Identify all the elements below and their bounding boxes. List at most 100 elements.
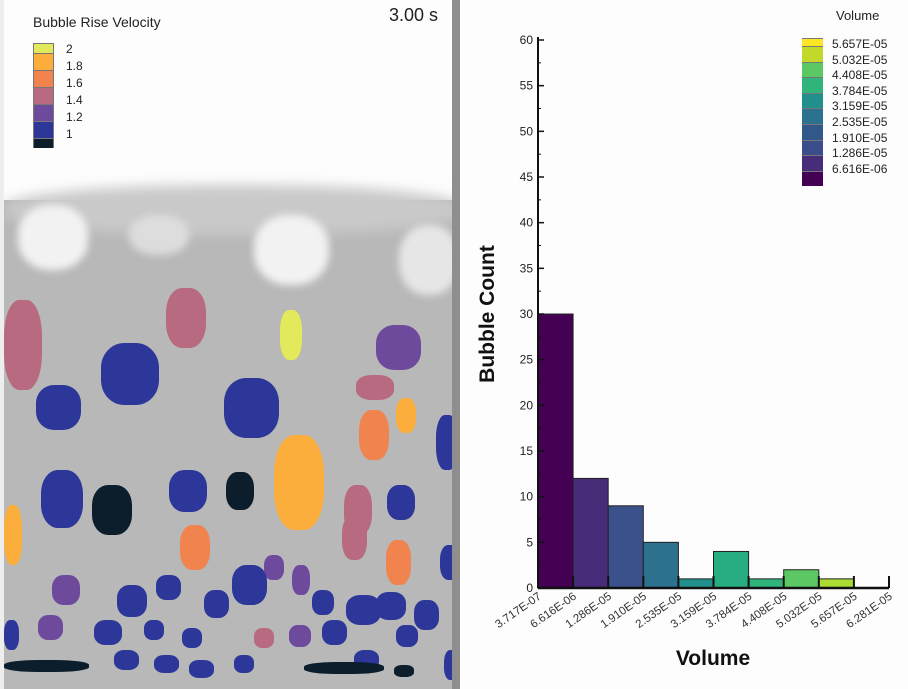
legend-label: 5.657E-05: [832, 37, 888, 51]
bubble: [234, 655, 254, 673]
legend-swatch: [33, 138, 54, 148]
bubble: [396, 625, 418, 647]
bubble: [180, 525, 210, 570]
foam-bubble: [129, 215, 189, 255]
simulation-view: Bubble Rise Velocity 3.00 s 2 1.8 1.6 1.4 1.…: [0, 0, 452, 689]
legend-swatch: [802, 46, 823, 62]
bubble: [226, 472, 254, 510]
foam-bubble: [18, 205, 88, 270]
bubble: [4, 505, 22, 565]
y-tick-label: 0: [526, 581, 533, 595]
bubble: [436, 415, 452, 470]
legend-swatch: [33, 104, 54, 121]
bubble: [376, 592, 406, 620]
foam-bubble: [254, 215, 329, 285]
bubble: [4, 620, 19, 650]
bubble: [346, 595, 381, 625]
bubble: [264, 555, 284, 580]
legend-swatch: [802, 61, 823, 78]
velocity-legend: 2 1.8 1.6 1.4 1.2 1: [33, 42, 83, 148]
bubble: [36, 385, 81, 430]
x-axis-title: Volume: [676, 647, 750, 670]
y-tick-label: 20: [520, 398, 534, 412]
bubble: [232, 565, 267, 605]
histogram-bar: [748, 578, 785, 589]
bubble: [322, 620, 347, 645]
bubble: [144, 620, 164, 640]
legend-title: Bubble Rise Velocity: [33, 14, 161, 30]
volume-legend-title: Volume: [836, 8, 880, 23]
legend-label: 2.535E-05: [832, 115, 888, 129]
histogram-bar: [572, 477, 609, 589]
legend-label: 2: [66, 42, 73, 56]
legend-label: 1.4: [66, 93, 83, 107]
legend-label: 4.408E-05: [832, 68, 888, 83]
legend-label: 3.159E-05: [832, 99, 888, 114]
histogram-bar: [607, 505, 644, 589]
bubble: [169, 470, 207, 512]
panel-divider: [452, 0, 460, 689]
bubble: [114, 650, 139, 670]
bubble: [280, 310, 302, 360]
legend-label: 1.6: [66, 76, 83, 90]
bubble: [94, 620, 122, 645]
legend-swatch: [802, 170, 823, 187]
legend-label: 1.910E-05: [832, 130, 888, 145]
bubble: [92, 485, 132, 535]
legend-label: 5.032E-05: [832, 52, 888, 67]
legend-label: 1.286E-05: [832, 146, 888, 161]
y-tick-label: 40: [520, 216, 534, 230]
legend-label: 6.616E-06: [832, 161, 888, 176]
bubble: [156, 575, 181, 600]
legend-swatch: [802, 139, 823, 156]
bubble: [101, 343, 159, 405]
legend-label: 3.784E-05: [832, 83, 888, 98]
bubble: [414, 600, 439, 630]
legend-swatch: [802, 155, 823, 171]
bubble: [182, 628, 202, 648]
bubble: [289, 625, 311, 647]
bubble: [304, 662, 384, 674]
bubble: [254, 628, 274, 648]
y-tick-label: 50: [520, 124, 534, 138]
bubble: [444, 650, 452, 680]
y-tick-label: 55: [520, 79, 534, 93]
histogram-bar: [783, 569, 820, 589]
y-tick-label: 25: [520, 353, 534, 367]
bubble: [4, 300, 42, 390]
bubble: [440, 545, 452, 580]
legend-swatch: [33, 70, 54, 87]
legend-swatch: [802, 92, 823, 109]
foam-bubble: [399, 225, 452, 295]
legend-swatch: [33, 121, 54, 138]
legend-swatch: [33, 87, 54, 104]
legend-label: 1.2: [66, 110, 83, 124]
bubble: [342, 515, 367, 560]
y-tick-label: 60: [520, 33, 534, 47]
histogram-bar: [677, 578, 715, 589]
bubble: [154, 655, 179, 673]
bubble: [396, 398, 416, 433]
y-tick-label: 15: [520, 444, 534, 458]
bubble: [224, 378, 279, 438]
y-axis-title: Bubble Count: [476, 245, 499, 383]
bubble: [394, 665, 414, 677]
bubble: [4, 660, 89, 672]
bubble: [41, 470, 83, 528]
histogram-bar: [642, 541, 679, 589]
y-tick-label: 10: [520, 490, 534, 504]
legend-swatch: [802, 124, 823, 140]
bubble: [387, 485, 415, 520]
bubble: [386, 540, 411, 585]
legend-label: 1.8: [66, 59, 83, 73]
bubble: [359, 410, 389, 460]
bubble: [292, 565, 310, 595]
bubble: [312, 590, 334, 615]
y-tick-label: 5: [526, 535, 533, 549]
legend-swatch: [33, 43, 54, 53]
bubble: [117, 585, 147, 617]
legend-swatch: [802, 108, 823, 124]
bubble: [166, 288, 206, 348]
bubble: [38, 615, 63, 640]
bubble: [189, 660, 214, 678]
